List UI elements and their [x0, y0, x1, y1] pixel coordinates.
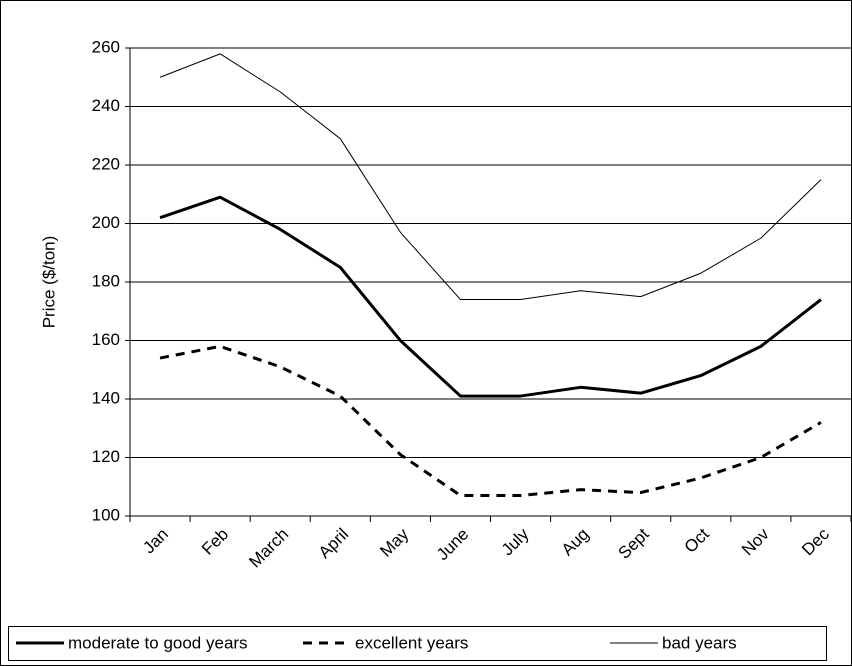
- series-line: [159, 195, 822, 398]
- y-axis-label: Price ($/ton): [39, 236, 58, 329]
- legend-label: bad years: [662, 633, 737, 652]
- legend: [8, 626, 827, 661]
- legend-label: excellent years: [355, 633, 468, 652]
- y-tick-label: 120: [92, 447, 120, 466]
- y-tick-label: 100: [92, 505, 120, 524]
- series-line: [159, 53, 822, 301]
- y-tick-label: 220: [92, 154, 120, 173]
- y-tick-label: 240: [92, 96, 120, 115]
- legend-label: moderate to good years: [68, 633, 248, 652]
- y-tick-label: 200: [92, 213, 120, 232]
- y-tick-label: 180: [92, 271, 120, 290]
- series-line: [159, 344, 822, 498]
- y-tick-label: 160: [92, 330, 120, 349]
- y-tick-label: 140: [92, 388, 120, 407]
- y-tick-label: 260: [92, 37, 120, 56]
